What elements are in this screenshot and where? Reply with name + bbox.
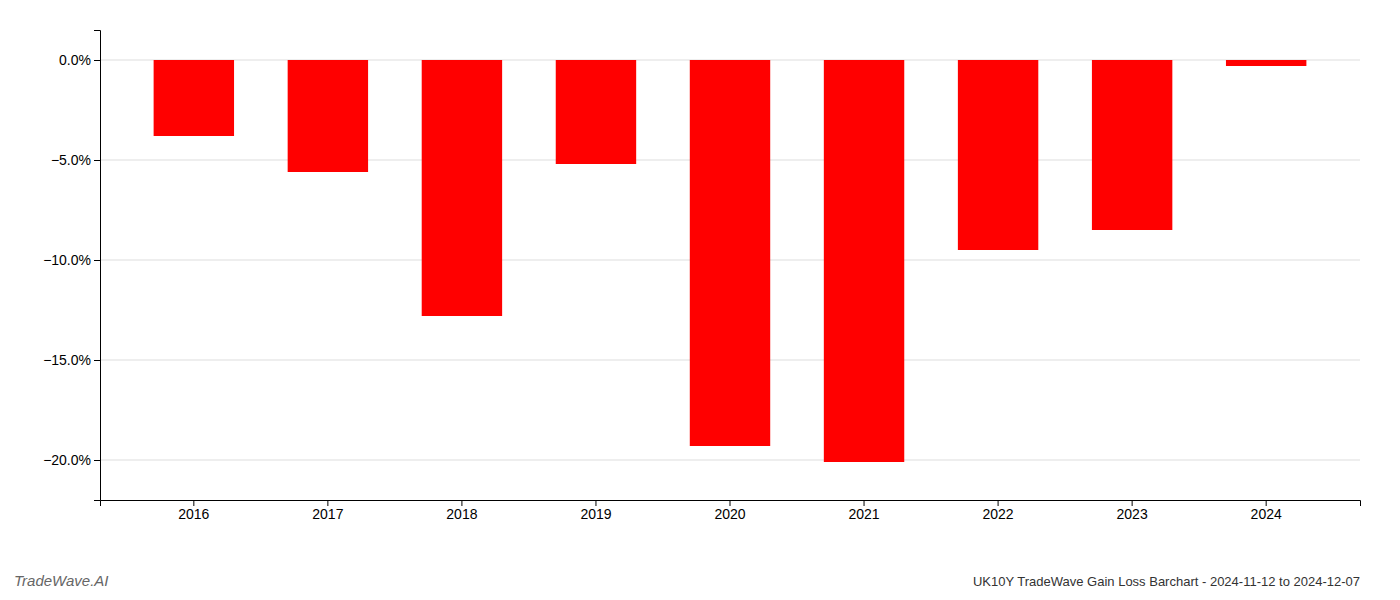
bar xyxy=(1226,60,1306,66)
y-tick-mark xyxy=(94,460,100,461)
x-tick-label: 2021 xyxy=(848,506,879,522)
y-tick-mark xyxy=(94,160,100,161)
bars xyxy=(154,60,1307,462)
bar xyxy=(288,60,368,172)
x-tick-label: 2019 xyxy=(580,506,611,522)
y-tick: −15.0% xyxy=(43,352,100,368)
bar xyxy=(824,60,904,462)
x-tick: 2017 xyxy=(312,500,343,522)
grid xyxy=(100,60,1360,460)
y-tick-label: −20.0% xyxy=(43,452,91,468)
y-tick-mark xyxy=(94,60,100,61)
x-tick-label: 2020 xyxy=(714,506,745,522)
watermark: TradeWave.AI xyxy=(14,572,108,589)
y-tick-mark xyxy=(94,260,100,261)
x-tick-label: 2016 xyxy=(178,506,209,522)
bar xyxy=(556,60,636,164)
x-tick-label: 2022 xyxy=(983,506,1014,522)
x-axis: 2016 2017 2018 2019 2020 2021 2022 2023 2024 xyxy=(101,500,1361,522)
plot: 0.0%−5.0%−10.0%−15.0%−20.0%2016201720182… xyxy=(43,31,1360,522)
y-axis: 0.0% −5.0% −10.0% −15.0% −20.0% xyxy=(43,31,100,501)
y-tick: −5.0% xyxy=(51,152,100,168)
y-tick-label: −5.0% xyxy=(51,152,91,168)
chart: 0.0%−5.0%−10.0%−15.0%−20.0%2016201720182… xyxy=(0,0,1400,600)
grid-line xyxy=(100,460,1360,461)
x-tick: 2021 xyxy=(848,500,879,522)
y-tick-label: −10.0% xyxy=(43,252,91,268)
bar xyxy=(958,60,1038,250)
y-tick: −10.0% xyxy=(43,252,100,268)
x-tick-label: 2018 xyxy=(446,506,477,522)
bar xyxy=(1092,60,1172,230)
x-tick: 2019 xyxy=(580,500,611,522)
x-tick: 2024 xyxy=(1251,500,1282,522)
x-tick: 2023 xyxy=(1117,500,1148,522)
x-tick-label: 2017 xyxy=(312,506,343,522)
x-tick-label: 2024 xyxy=(1251,506,1282,522)
y-tick-label: 0.0% xyxy=(59,52,91,68)
title: UK10Y TradeWave Gain Loss Barchart - 202… xyxy=(973,574,1360,589)
bar xyxy=(690,60,770,446)
y-tick: 0.0% xyxy=(59,52,100,68)
x-tick: 2016 xyxy=(178,500,209,522)
x-tick: 2020 xyxy=(714,500,745,522)
x-tick: 2018 xyxy=(446,500,477,522)
bar xyxy=(422,60,502,316)
bar xyxy=(154,60,234,136)
y-tick-label: −15.0% xyxy=(43,352,91,368)
x-tick: 2022 xyxy=(983,500,1014,522)
y-axis-line xyxy=(94,31,101,501)
y-tick: −20.0% xyxy=(43,452,100,468)
y-tick-mark xyxy=(94,360,100,361)
x-tick-label: 2023 xyxy=(1117,506,1148,522)
